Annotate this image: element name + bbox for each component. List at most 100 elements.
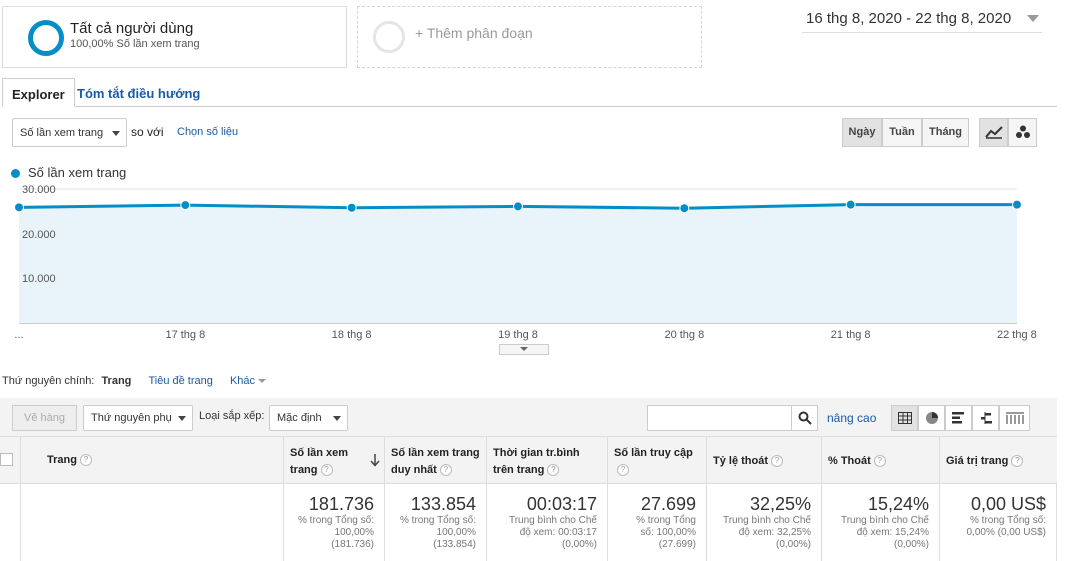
performance-view-button[interactable] [945,405,972,431]
column-header-label: Số lần truy cập [614,447,693,459]
help-icon: ? [1011,455,1024,468]
help-icon: ? [439,464,452,477]
empty-segment-icon [373,21,405,53]
total-note: (0,00%) [893,539,929,550]
data-point[interactable] [180,200,191,211]
dimension-page[interactable]: Trang [101,375,132,387]
metric-select[interactable]: Số lần xem trang [12,118,127,147]
sort-type-value: Mặc định [277,412,322,424]
data-point[interactable] [14,202,24,213]
column-header-avg-time[interactable]: Thời gian tr.bình trên trang? [486,437,607,485]
legend-dot [11,169,20,179]
data-point[interactable] [845,199,856,210]
data-point[interactable] [513,201,523,212]
totals-label-cell [20,484,283,561]
chart-collapse-handle[interactable] [499,344,549,355]
total-note: (181.736) [331,539,374,550]
x-tick-label: 21 thg 8 [830,329,871,341]
advanced-filter-link[interactable]: nâng cao [827,411,877,425]
table-header: Trang? Số lần xem trang? Số lần xem tran… [0,436,1057,485]
total-note: % trong Tổng [636,515,696,526]
tab-explorer[interactable]: Explorer [2,78,75,107]
total-note: (27.699) [658,539,696,550]
sort-descending-icon [370,454,380,467]
metric-select-value: Số lần xem trang [20,127,104,139]
total-value: 00:03:17 [526,494,597,514]
sort-type-select[interactable]: Mặc định [269,405,348,431]
column-header-unique-pageviews[interactable]: Số lần xem trang duy nhất? [384,437,486,485]
chevron-down-icon [178,416,186,421]
pivot-table-icon [1006,412,1024,424]
table-search-input[interactable] [647,405,792,431]
report-tabs: Explorer Tóm tắt điều hướng [2,78,1057,107]
comparison-icon [981,412,992,424]
help-icon: ? [547,464,560,477]
total-note: độ xem: 00:03:17 [519,527,597,538]
tab-navigation-summary[interactable]: Tóm tắt điều hướng [77,86,201,101]
total-value: 27.699 [640,494,696,514]
add-segment[interactable]: + Thêm phân đoạn [357,6,702,68]
period-month-button[interactable]: Tháng [922,118,969,147]
data-point[interactable] [1012,199,1022,210]
date-range-picker[interactable]: 16 thg 8, 2020 - 22 thg 8, 2020 [802,8,1042,33]
sort-type-label: Loại sắp xếp: [199,410,265,422]
data-point[interactable] [679,203,690,214]
search-button[interactable] [791,405,818,431]
period-day-button[interactable]: Ngày [842,118,882,147]
total-cell: 00:03:17 Trung bình cho Chế độ xem: 00:0… [486,484,607,561]
data-view-button[interactable] [891,405,918,431]
y-tick-label: 30.000 [22,184,56,196]
pivot-view-button[interactable] [999,405,1030,431]
column-header-label: Giá trị trang [946,455,1009,467]
data-point[interactable] [346,202,357,213]
column-header-page-value[interactable]: Giá trị trang? [939,437,1057,485]
x-tick-label: 22 thg 8 [997,329,1037,341]
column-header-exit[interactable]: % Thoát? [821,437,939,485]
total-note: Trung bình cho Chế [840,515,929,526]
secondary-dimension-select[interactable]: Thứ nguyên phụ [83,405,193,431]
segment-title: Tất cả người dùng [70,20,194,37]
primary-dimension-row: Thứ nguyên chính: Trang Tiêu đề trang Kh… [2,375,267,387]
legend-label: Số lần xem trang [28,165,127,180]
y-tick-label: 10.000 [22,273,56,286]
dimension-other[interactable]: Khác [230,375,267,387]
plot-rows-button[interactable]: Vẽ hàng [12,405,77,431]
help-icon: ? [617,464,629,477]
dimension-page-title[interactable]: Tiêu đề trang [148,375,213,387]
total-note: 100,00% [334,527,374,538]
total-note: % trong Tổng số: [970,515,1046,526]
column-header-label: Số lần xem trang [290,447,349,476]
column-header-label: Tỷ lệ thoát [713,455,769,467]
total-value: 0,00 US$ [970,494,1046,514]
segment-ring-icon [28,20,64,56]
chevron-down-icon [520,347,528,351]
column-header-pageviews[interactable]: Số lần xem trang? [283,437,384,485]
chevron-down-icon [1027,15,1039,22]
total-note: 100,00% [436,527,476,538]
help-icon: ? [79,454,92,467]
motion-chart-button[interactable] [1008,118,1037,147]
total-cell: 32,25% Trung bình cho Chế độ xem: 32,25%… [706,484,821,561]
segment-all-users[interactable]: Tất cả người dùng 100,00% Số lần xem tra… [2,6,347,68]
help-icon: ? [873,455,886,468]
grid-table-icon [898,412,912,424]
column-header-entrances[interactable]: Số lần truy cập? [607,437,706,485]
line-chart-button[interactable] [979,118,1008,147]
total-value: 133.854 [410,494,476,514]
bar-list-icon [952,412,964,424]
chart-legend: Số lần xem trang [11,165,126,180]
total-note: độ xem: 32,25% [738,527,811,538]
select-all-checkbox[interactable] [0,453,13,466]
comparison-view-button[interactable] [972,405,999,431]
total-note: Trung bình cho Chế [722,515,811,526]
column-header-bounce-rate[interactable]: Tỷ lệ thoát? [706,437,821,485]
choose-metric-link[interactable]: Chọn số liệu [177,126,239,138]
total-note: % trong Tổng số: [400,515,476,526]
column-header-page[interactable]: Trang? [20,437,283,485]
total-note: 0,00% (0,00 US$) [966,527,1047,538]
total-value: 181.736 [308,494,374,514]
chevron-down-icon [333,416,341,421]
percentage-view-button[interactable] [918,405,945,431]
period-week-button[interactable]: Tuần [882,118,922,147]
chevron-down-icon [258,379,267,384]
